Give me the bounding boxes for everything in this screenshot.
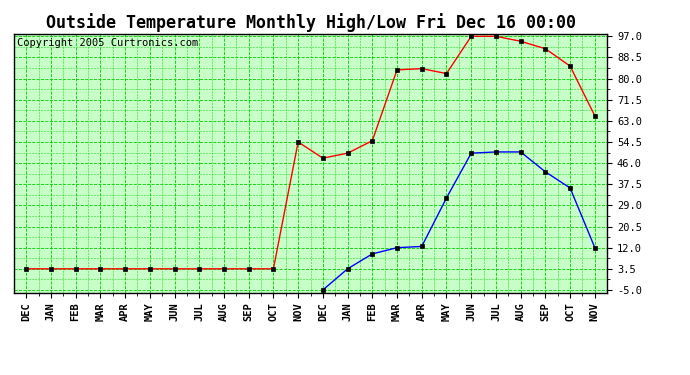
Title: Outside Temperature Monthly High/Low Fri Dec 16 00:00: Outside Temperature Monthly High/Low Fri… (46, 13, 575, 32)
Text: Copyright 2005 Curtronics.com: Copyright 2005 Curtronics.com (17, 38, 198, 48)
